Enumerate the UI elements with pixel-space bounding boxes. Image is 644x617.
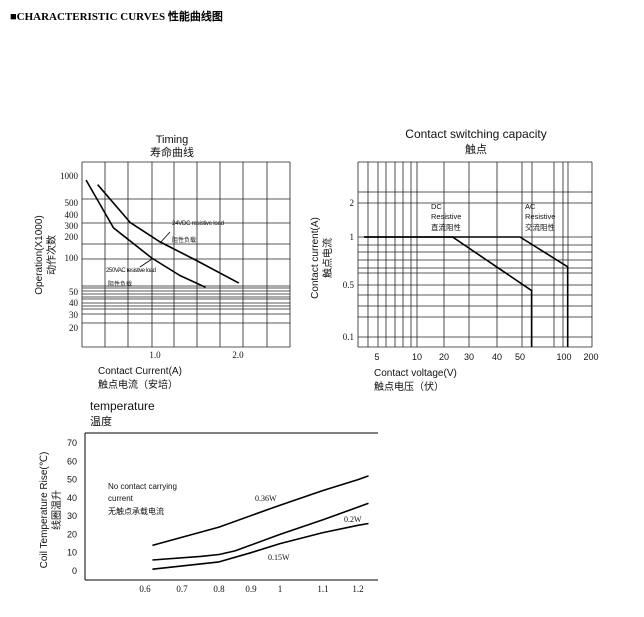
dc-label-line: 直流阻性 — [431, 222, 461, 232]
y-tick-label: 40 — [67, 493, 77, 503]
series-label-24vdc-text: 24VDC resistive load — [172, 221, 224, 227]
y-tick-label: 300 — [65, 221, 79, 231]
y-tick-label: 200 — [65, 232, 79, 242]
capacity-ylabel-cn: 触点电流 — [321, 238, 334, 278]
series-label-250vac-cn: 阻性负载 — [108, 280, 132, 288]
annotation-line: No contact carrying — [108, 482, 177, 491]
x-tick-label: 1.0 — [149, 350, 161, 360]
timing-xlabel: Contact Current(A) — [98, 366, 182, 377]
timing-xlabel-cn: 触点电流（安培） — [98, 378, 178, 391]
dc-label-line: DC — [431, 202, 442, 211]
y-tick-label: 30 — [69, 310, 79, 320]
y-tick-label: 70 — [67, 438, 77, 448]
x-tick-label: 200 — [583, 352, 598, 362]
pointer-24vdc — [159, 231, 171, 244]
series-line-036w — [152, 475, 369, 547]
temperature-ylabel: Coil Temperature Rise(℃) — [39, 452, 50, 569]
series-label-24vdc-cn: 阻性负载 — [172, 236, 196, 244]
y-tick-label: 20 — [67, 529, 77, 539]
timing-title: Timing — [156, 134, 189, 146]
temperature-title: temperature — [90, 399, 155, 413]
x-tick-label: 10 — [412, 352, 422, 362]
x-tick-label: 2.0 — [232, 350, 244, 360]
series-line-250vac — [85, 179, 206, 289]
y-tick-label: 0.5 — [343, 280, 355, 290]
x-tick-label: 0.6 — [139, 584, 151, 594]
series-label-015w: 0.15W — [268, 553, 290, 562]
temperature-subtitle: 温度 — [90, 414, 112, 428]
x-tick-label: 0.9 — [245, 584, 257, 594]
x-tick-label: 40 — [492, 352, 502, 362]
series-line-ac — [364, 236, 569, 347]
y-tick-label: 0.1 — [343, 332, 354, 342]
capacity-subtitle: 触点 — [465, 142, 487, 156]
dc-label-line: Resistive — [431, 212, 461, 221]
y-tick-label: 30 — [67, 511, 77, 521]
y-tick-label: 50 — [67, 475, 77, 485]
pointer-250vac — [139, 258, 153, 268]
y-tick-label: 20 — [69, 323, 79, 333]
series-label-250vac: 250VAC resistive load 阻性负载 — [106, 268, 156, 288]
x-tick-label: 100 — [556, 352, 571, 362]
y-tick-label: 400 — [65, 210, 79, 220]
page-heading: ■CHARACTERISTIC CURVES 性能曲线图 — [10, 9, 223, 23]
x-tick-label: 50 — [515, 352, 525, 362]
x-tick-label: 20 — [439, 352, 449, 362]
series-line-dc — [364, 236, 533, 347]
capacity-ylabel: Contact current(A) — [310, 217, 321, 299]
switching-capacity-chart: Contact switching capacity 触点 Contact vo… — [310, 127, 599, 393]
capacity-title: Contact switching capacity — [405, 127, 546, 141]
ac-label-line: Resistive — [525, 212, 555, 221]
timing-subtitle: 寿命曲线 — [150, 145, 194, 159]
ac-label-line: AC — [525, 202, 536, 211]
capacity-xlabel: Contact voltage(V) — [374, 368, 457, 379]
series-label-02w: 0.2W — [344, 515, 362, 524]
x-tick-label: 30 — [464, 352, 474, 362]
y-tick-label: 10 — [67, 548, 77, 558]
x-tick-label: 1 — [278, 584, 283, 594]
series-label-250vac-text: 250VAC resistive load — [106, 268, 156, 274]
annotation-line: 无触点承载电流 — [108, 506, 164, 516]
x-tick-label: 1.2 — [352, 584, 363, 594]
series-line-02w — [152, 502, 369, 561]
ac-series-label: AC Resistive 交流阻性 — [525, 202, 555, 232]
y-tick-label: 40 — [69, 298, 79, 308]
y-tick-label: 500 — [65, 198, 79, 208]
y-tick-label: 60 — [67, 456, 77, 466]
y-tick-label: 1 — [350, 232, 355, 242]
timing-ylabel: Operation(X1000) — [34, 215, 45, 295]
temperature-ylabel-cn: 线圈温升 — [50, 490, 63, 530]
temperature-chart: temperature 温度 Coil Temperature Rise(℃) … — [39, 399, 378, 594]
x-tick-label: 0.8 — [213, 584, 225, 594]
timing-ylabel-cn: 动作次数 — [45, 235, 58, 275]
y-tick-label: 1000 — [60, 171, 79, 181]
series-label-036w: 0.36W — [255, 494, 277, 503]
temperature-annotation: No contact carrying current 无触点承载电流 — [108, 482, 177, 516]
x-tick-label: 0.7 — [176, 584, 188, 594]
ac-label-line: 交流阻性 — [525, 222, 555, 232]
annotation-line: current — [108, 494, 134, 503]
series-line-24vdc — [97, 184, 240, 284]
y-tick-label: 2 — [350, 198, 355, 208]
series-label-24vdc: 24VDC resistive load 阻性负载 — [172, 221, 224, 244]
x-tick-label: 5 — [374, 352, 379, 362]
y-tick-label: 50 — [69, 287, 79, 297]
y-tick-label: 0 — [72, 566, 77, 576]
series-line-015w — [152, 522, 369, 570]
dc-series-label: DC Resistive 直流阻性 — [431, 202, 461, 232]
timing-chart: Timing 寿命曲线 Contact Current(A) 触点电流（安培） … — [34, 134, 291, 391]
x-tick-label: 1.1 — [317, 584, 328, 594]
capacity-xlabel-cn: 触点电压（伏） — [374, 380, 444, 393]
y-tick-label: 100 — [65, 253, 79, 263]
